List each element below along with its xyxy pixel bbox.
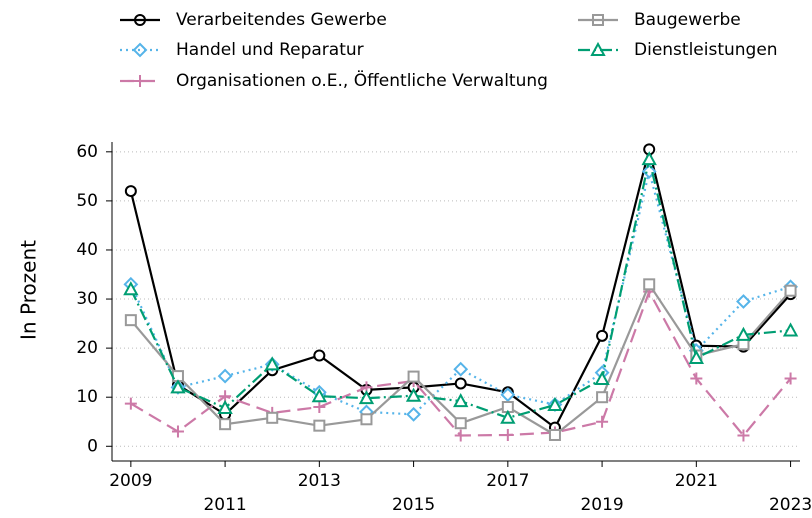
point [643,278,656,291]
x-tick-label: 2023 [769,495,812,514]
x-tick-label: 2019 [580,495,623,514]
x-tick-label: 2021 [675,471,718,491]
y-tick-label: 40 [76,240,98,260]
point [453,393,469,408]
y-tick-label: 10 [76,387,98,407]
point [219,418,232,431]
point [641,164,657,179]
legend-label: Baugewerbe [634,10,741,30]
point [641,151,657,166]
point [500,409,516,424]
point [217,399,233,414]
point [313,401,326,414]
point [548,428,561,441]
point [124,314,137,327]
legend-marker [134,75,146,87]
point [266,411,279,424]
point [596,329,609,342]
legend-marker [590,41,606,56]
point [124,185,137,198]
y-tick-label: 50 [76,191,98,211]
point [782,322,799,337]
point [406,406,422,422]
y-tick-label: 0 [87,436,98,456]
point [736,294,751,309]
legend-label: Organisationen o.E., Öffentliche Verwalt… [176,69,548,91]
y-tick-label: 30 [76,289,98,309]
point [596,391,609,404]
point [688,349,705,364]
point [453,361,469,377]
point [123,281,139,296]
point [313,419,326,432]
legend-marker [134,14,146,26]
point [501,428,514,441]
legend-marker [132,42,148,58]
point [264,356,280,371]
legend-marker [592,14,604,26]
point [360,413,373,426]
point [454,417,467,430]
point [405,387,422,402]
point [784,284,797,297]
point [454,377,467,390]
y-tick-label: 20 [76,338,98,358]
point [171,425,184,438]
x-tick-label: 2009 [109,471,152,491]
point [737,429,750,442]
point [170,379,186,394]
point [454,429,467,442]
point [358,390,375,405]
point [407,370,420,383]
legend-label: Dienstleistungen [634,40,778,60]
legend-label: Handel und Reparatur [176,40,364,60]
point [217,368,233,384]
point [311,388,328,403]
x-tick-label: 2015 [392,495,435,514]
point [784,372,797,385]
point [690,372,703,385]
point [500,387,516,403]
y-axis-label: In Prozent [17,240,41,340]
point [735,326,752,341]
legend-label: Verarbeitendes Gewerbe [176,10,387,30]
x-tick-label: 2013 [298,471,341,491]
point [547,396,563,412]
point [594,370,610,386]
y-tick-label: 60 [76,142,98,162]
x-tick-label: 2011 [203,495,246,514]
point [313,349,326,362]
point [596,415,609,428]
x-tick-label: 2017 [486,471,529,491]
point [124,397,137,410]
